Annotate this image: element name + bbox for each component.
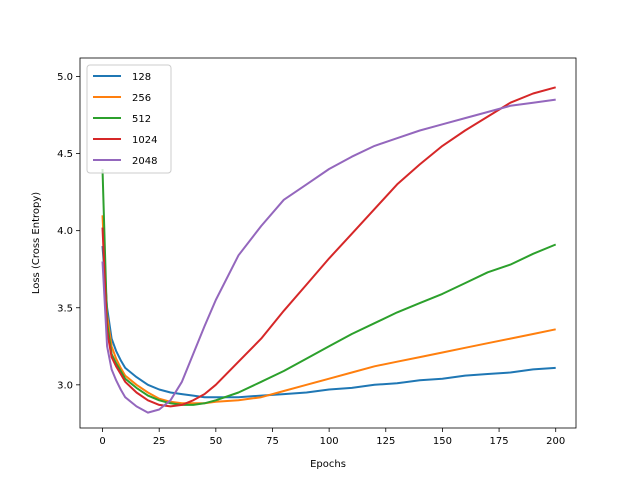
legend-label-2048: 2048 [132,156,157,167]
series-line-512 [101,168,557,406]
y-tick-label: 4.0 [57,226,73,237]
x-tick-label: 150 [433,436,452,447]
plot-area [101,86,557,414]
y-axis-label: Loss (Cross Entropy) [31,192,42,294]
x-tick-label: 200 [546,436,565,447]
x-tick-label: 100 [320,436,339,447]
legend-label-256: 256 [132,93,151,104]
legend-label-512: 512 [132,114,151,125]
x-axis-label: Epochs [310,459,346,470]
y-axis: 3.0 3.5 4.0 4.5 5.0 [57,72,80,391]
series-line-2048 [101,98,556,414]
legend-box [86,64,172,174]
x-tick-label: 50 [209,436,222,447]
x-tick-label: 0 [99,436,105,447]
legend-label-1024: 1024 [132,135,157,146]
series-line-1024 [101,86,556,408]
x-axis: 0 25 50 75 100 125 150 175 200 [99,428,565,447]
x-tick-label: 175 [490,436,509,447]
x-tick-label: 25 [153,436,166,447]
y-tick-label: 5.0 [57,72,73,83]
x-tick-label: 75 [266,436,279,447]
y-tick-label: 3.0 [57,380,73,391]
legend: 128 256 512 1024 2048 [86,64,172,174]
legend-label-128: 128 [132,72,151,83]
y-tick-label: 4.5 [57,149,73,160]
y-tick-label: 3.5 [57,303,73,314]
plot-frame [79,57,577,429]
x-tick-label: 125 [376,436,395,447]
series-line-128 [101,246,556,399]
series-line-256 [101,215,556,405]
